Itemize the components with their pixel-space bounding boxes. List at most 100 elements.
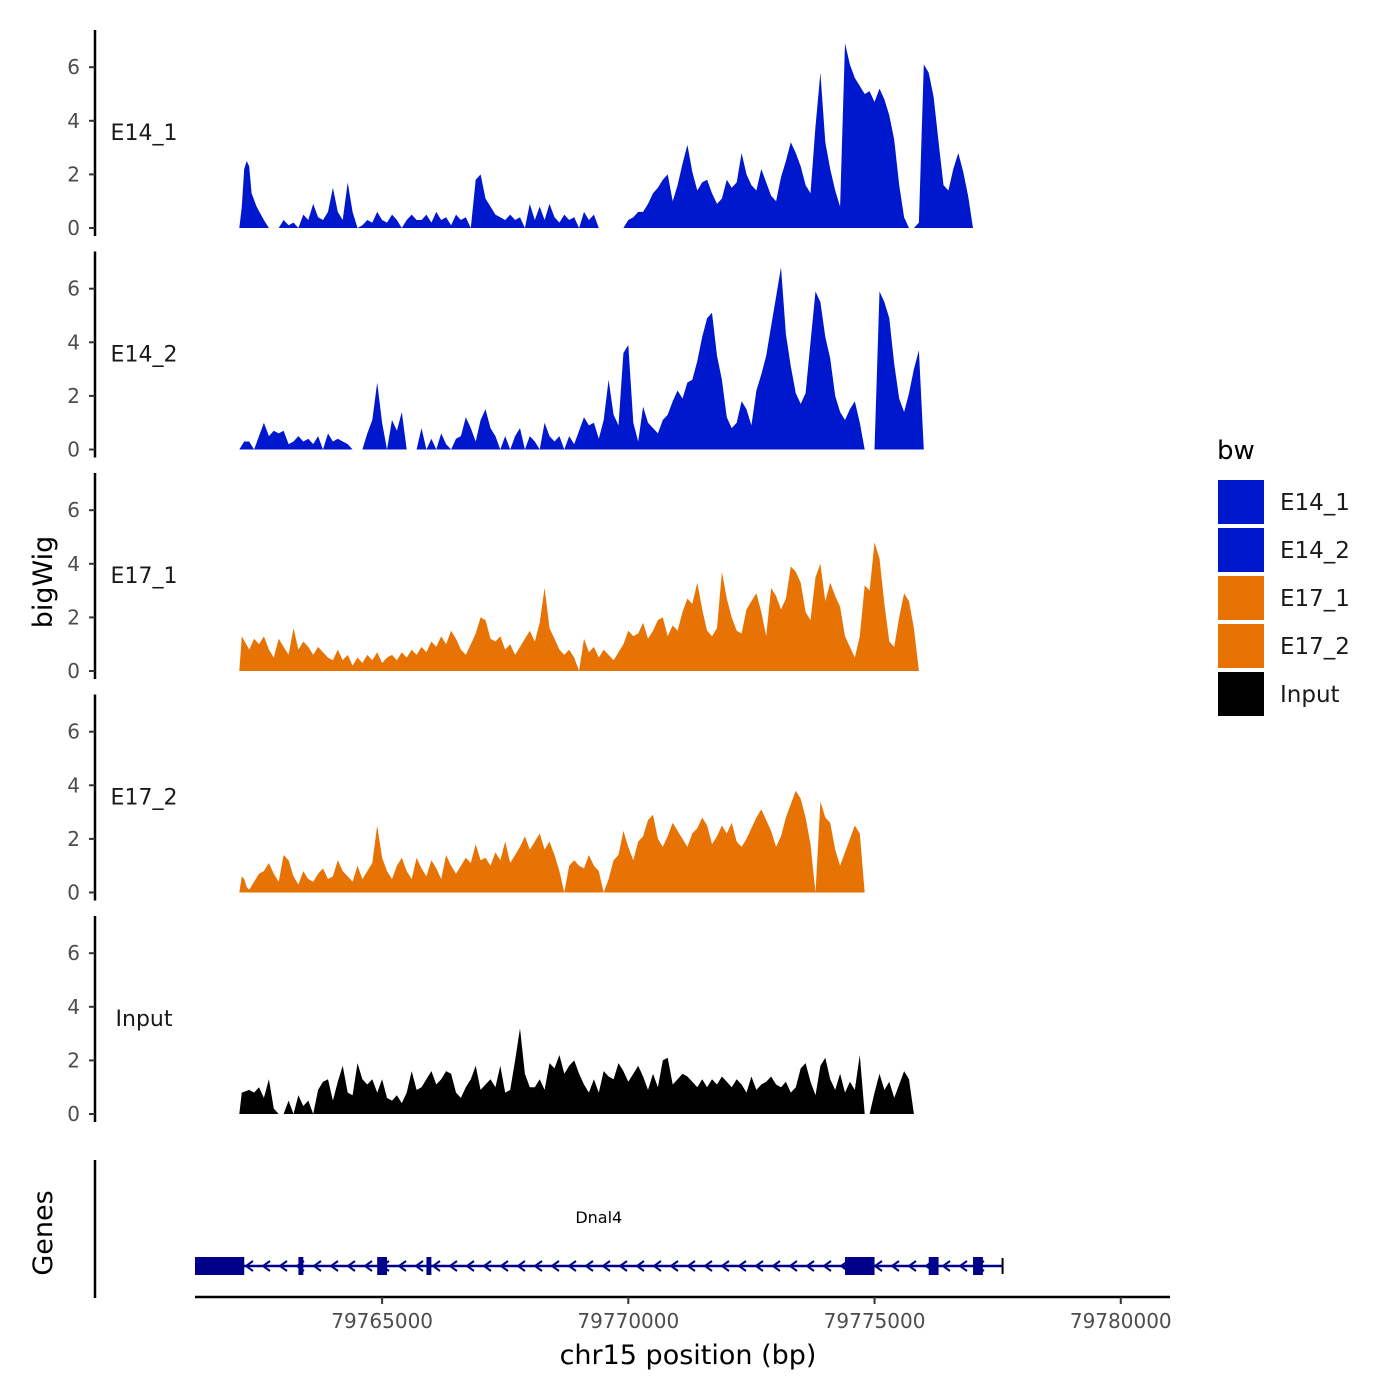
legend-label-Input: Input [1280, 682, 1340, 708]
y-tick-label: 4 [67, 330, 80, 354]
gene-exon [973, 1257, 983, 1275]
strand-arrow [567, 1260, 577, 1272]
strand-arrow [482, 1260, 492, 1272]
track-label: E17_1 [111, 564, 178, 589]
strand-arrow [873, 1260, 883, 1272]
legend-label-E14_2: E14_2 [1280, 538, 1350, 564]
gene-exon [928, 1257, 939, 1275]
x-axis-title: chr15 position (bp) [560, 1340, 817, 1371]
y-tick-label: 0 [67, 438, 80, 462]
legend-swatch-E14_1 [1218, 480, 1264, 524]
coverage-area-E14_1 [239, 43, 974, 228]
strand-arrow [686, 1260, 696, 1272]
legend-swatch-Input [1218, 672, 1264, 716]
gene-exon [845, 1257, 875, 1275]
gene-exon [195, 1257, 245, 1275]
strand-arrow [635, 1260, 645, 1272]
strand-arrow [890, 1260, 900, 1272]
strand-arrow [516, 1260, 526, 1272]
y-tick-label: 6 [67, 277, 80, 301]
x-axis: 79765000 79770000 79775000 79780000 [195, 1295, 1172, 1333]
strand-arrow [448, 1260, 458, 1272]
y-tick-label: 0 [67, 881, 80, 905]
strand-arrow [584, 1260, 594, 1272]
y-tick-label: 2 [67, 827, 80, 851]
x-tick-label: 79775000 [824, 1309, 926, 1333]
track-label: E14_1 [111, 121, 178, 146]
strand-arrow [550, 1260, 560, 1272]
strand-arrow [737, 1260, 747, 1272]
y-tick-label: 2 [67, 1048, 80, 1072]
y-tick-label: 0 [67, 216, 80, 240]
strand-arrow [771, 1260, 781, 1272]
strand-arrow [754, 1260, 764, 1272]
track-E17_1: 0 2 4 6 E17_1 [67, 473, 919, 683]
coverage-area-Input [239, 1028, 914, 1114]
gene-panel: Dnal4 [93, 1160, 1004, 1298]
strand-arrow [312, 1260, 322, 1272]
gene-exon [298, 1257, 304, 1275]
y-tick-label: 0 [67, 1102, 80, 1126]
legend-swatch-E17_2 [1218, 624, 1264, 668]
legend-label-E17_2: E17_2 [1280, 634, 1350, 660]
y-tick-label: 2 [67, 605, 80, 629]
y-tick-label: 6 [67, 55, 80, 79]
strand-arrow [652, 1260, 662, 1272]
strand-arrow [941, 1260, 951, 1272]
strand-arrow [822, 1260, 832, 1272]
x-tick-label: 79780000 [1070, 1309, 1172, 1333]
gene-exon [426, 1257, 432, 1275]
y-tick-label: 4 [67, 773, 80, 797]
strand-arrow [363, 1260, 373, 1272]
strand-arrow [907, 1260, 917, 1272]
y-axis-title: bigWig [28, 536, 59, 629]
coverage-area-E14_2 [239, 267, 924, 450]
y-tick-label: 6 [67, 941, 80, 965]
genes-axis-title: Genes [28, 1190, 59, 1275]
strand-arrow [533, 1260, 543, 1272]
legend-swatch-E14_2 [1218, 528, 1264, 572]
strand-arrow [703, 1260, 713, 1272]
gene-exon [377, 1257, 388, 1275]
track-E17_2: 0 2 4 6 E17_2 [67, 694, 865, 905]
strand-arrow [278, 1260, 288, 1272]
x-tick-label: 79765000 [331, 1309, 433, 1333]
strand-arrow [397, 1260, 407, 1272]
x-tick-label: 79770000 [577, 1309, 679, 1333]
coverage-area-E17_2 [239, 790, 865, 893]
strand-arrow [431, 1260, 441, 1272]
strand-arrow [499, 1260, 509, 1272]
strand-arrow [465, 1260, 475, 1272]
y-tick-label: 4 [67, 552, 80, 576]
legend-swatch-E17_1 [1218, 576, 1264, 620]
y-tick-label: 6 [67, 720, 80, 744]
legend-title: bw [1217, 436, 1255, 466]
y-tick-label: 4 [67, 109, 80, 133]
strand-arrow [720, 1260, 730, 1272]
strand-arrow [958, 1260, 968, 1272]
legend: bw E14_1 E14_2 E17_1 E17_2 Input [1217, 436, 1350, 716]
strand-arrow [261, 1260, 271, 1272]
y-tick-label: 4 [67, 995, 80, 1019]
track-E14_1: 0 2 4 6 E14_1 [67, 30, 974, 240]
track-label: E17_2 [111, 786, 178, 811]
strand-arrow [669, 1260, 679, 1272]
strand-arrow [329, 1260, 339, 1272]
strand-arrow [414, 1260, 424, 1272]
track-Input: 0 2 4 6 Input [67, 916, 914, 1126]
y-tick-label: 6 [67, 498, 80, 522]
strand-arrow [244, 1260, 254, 1272]
y-tick-label: 2 [67, 162, 80, 186]
track-label: E14_2 [111, 343, 178, 368]
strand-arrow [788, 1260, 798, 1272]
gene-name-label: Dnal4 [575, 1208, 622, 1227]
strand-arrow [618, 1260, 628, 1272]
strand-arrow [805, 1260, 815, 1272]
y-tick-label: 2 [67, 384, 80, 408]
legend-label-E14_1: E14_1 [1280, 490, 1350, 516]
strand-arrow [601, 1260, 611, 1272]
strand-arrow [346, 1260, 356, 1272]
coverage-area-E17_1 [239, 542, 919, 671]
